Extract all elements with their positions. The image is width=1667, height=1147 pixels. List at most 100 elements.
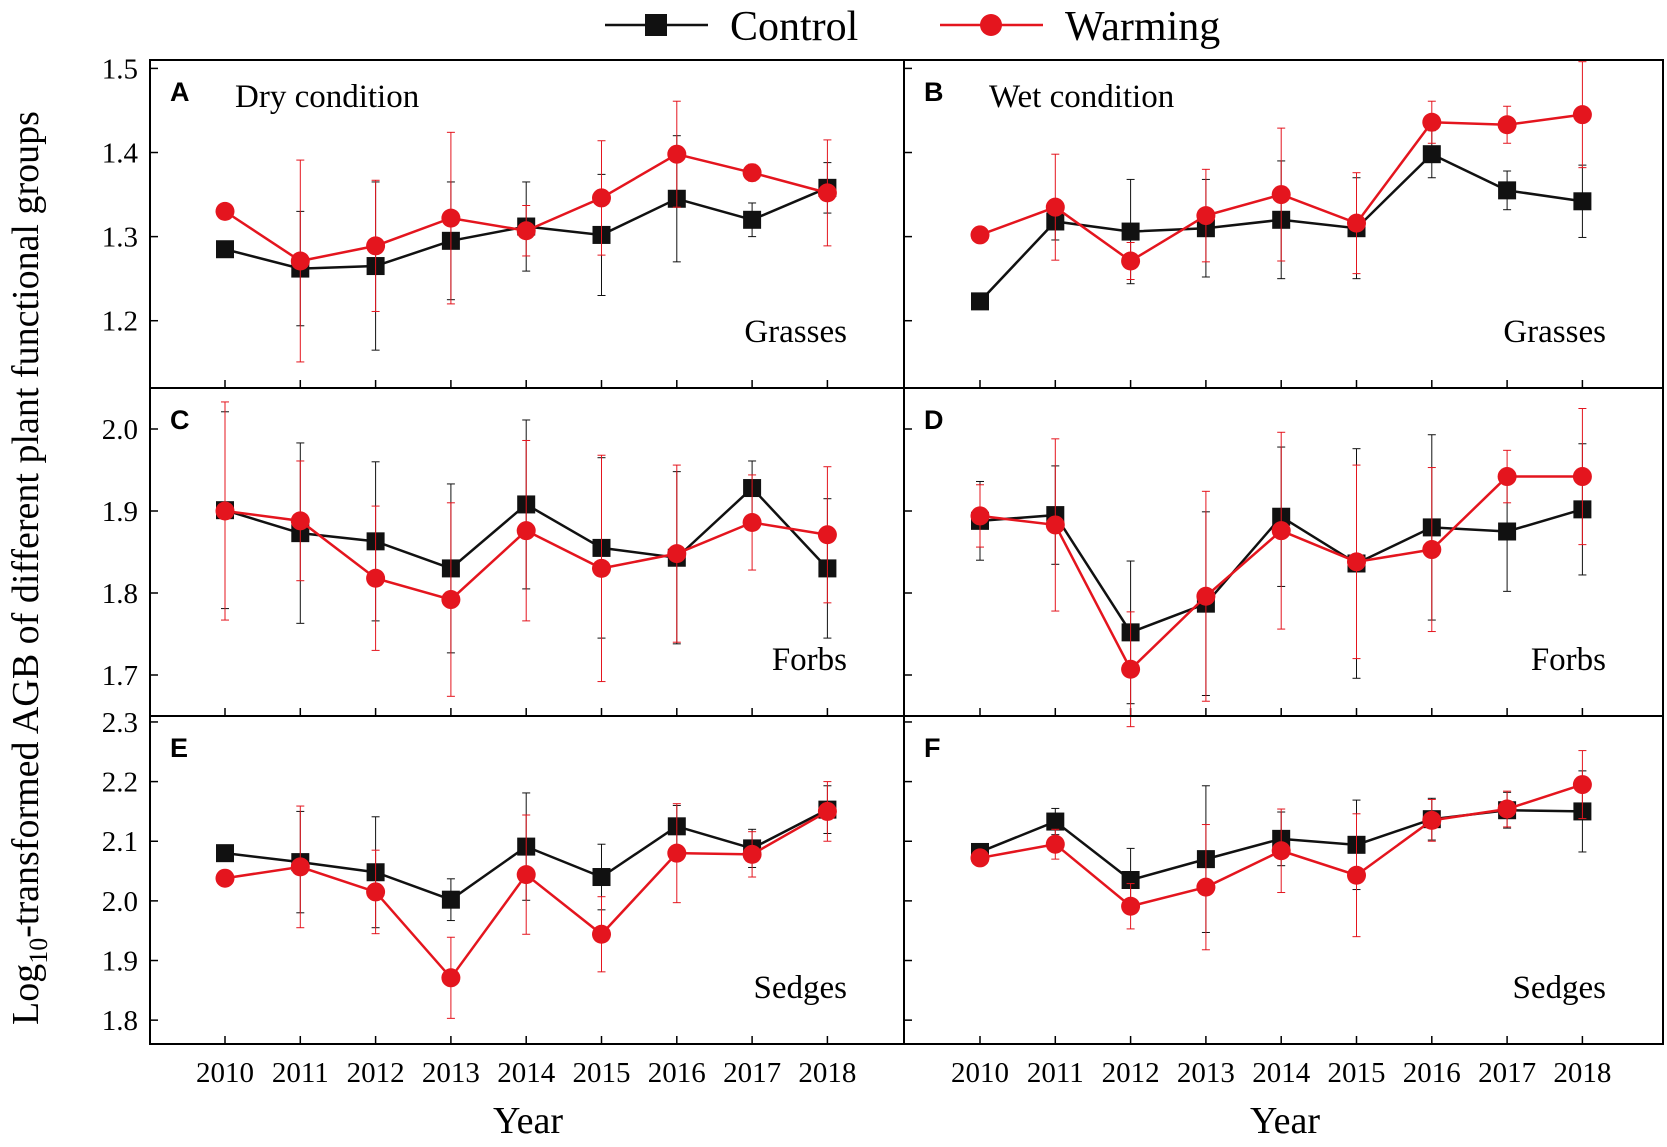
panel-e-ytick-label: 2.2: [102, 767, 138, 799]
data-point: [971, 292, 989, 311]
x-axis-title-left: Year: [493, 1100, 563, 1142]
panel-a-ytick-label: 1.5: [102, 53, 138, 85]
panel-f-xtick-label: 2013: [1177, 1057, 1235, 1089]
data-point: [215, 501, 235, 521]
data-point: [742, 512, 762, 532]
panel-f-xtick-label: 2018: [1553, 1057, 1611, 1089]
data-point: [1572, 775, 1592, 795]
data-point: [1498, 522, 1517, 541]
panel-e-xtick-label: 2017: [723, 1057, 781, 1089]
data-point: [742, 844, 762, 864]
data-point: [441, 890, 460, 909]
panel-e-group-label: Sedges: [754, 970, 848, 1006]
data-point: [516, 521, 536, 541]
y-axis-title: Log10-transformed AGB of different plant…: [5, 111, 53, 1025]
panel-e-ytick-label: 1.8: [102, 1005, 138, 1037]
panel-c-ytick-label: 2.0: [102, 414, 138, 446]
data-point: [516, 865, 536, 885]
data-point: [441, 968, 461, 988]
panel-c-ytick-label: 1.7: [102, 660, 138, 692]
data-point: [1347, 552, 1366, 572]
data-point: [1121, 222, 1140, 241]
panel-c-ytick-label: 1.9: [102, 496, 138, 528]
data-point: [216, 240, 234, 259]
data-point: [366, 236, 386, 256]
data-point: [1121, 659, 1141, 679]
panel-f-series-warming: [970, 750, 1592, 951]
data-point: [1572, 467, 1592, 487]
panel-e-ytick-label: 2.1: [102, 826, 138, 858]
panel-e-xtick-label: 2016: [648, 1057, 706, 1089]
panel-e: 1.8 1.9 2.0 2.1 2.2 2.3 2010 2011 2012 2013 2014 20…: [102, 707, 905, 1089]
data-point: [366, 568, 386, 588]
data-point: [592, 924, 611, 944]
panel-a-ytick-label: 1.3: [102, 222, 138, 254]
data-point: [1497, 115, 1517, 135]
x-axis-title-right: Year: [1250, 1100, 1320, 1142]
data-point: [667, 144, 687, 164]
panel-e-xtick-label: 2013: [422, 1057, 480, 1089]
data-point: [1271, 521, 1291, 541]
data-point: [216, 844, 234, 863]
data-point: [1045, 834, 1065, 854]
data-point: [817, 183, 837, 203]
panel-b: B Wet condition Grasses: [903, 59, 1664, 389]
panels: 1.2 1.3 1.4 1.5 A Dry condition Grasses B Wet co…: [102, 53, 1664, 1089]
data-point: [667, 544, 687, 564]
data-point: [592, 558, 611, 578]
legend-control-marker: [645, 14, 667, 36]
panel-f-group-label: Sedges: [1513, 970, 1607, 1006]
panel-f-xtick-label: 2014: [1252, 1057, 1311, 1089]
panel-c-series-warming: [215, 401, 837, 697]
panel-d-series-warming: [970, 408, 1592, 728]
data-point: [1497, 799, 1517, 819]
data-point: [592, 188, 611, 208]
data-point: [970, 225, 990, 245]
data-point: [1121, 871, 1140, 889]
panel-f-xtick-label: 2011: [1027, 1057, 1084, 1089]
panel-a-series-warming: [215, 100, 837, 363]
panel-f-xtick-label: 2010: [951, 1057, 1009, 1089]
panel-b-series-warming: [970, 61, 1592, 281]
data-point: [1121, 251, 1141, 271]
panel-b-condition: Wet condition: [989, 79, 1174, 115]
data-point: [1422, 810, 1442, 830]
data-point: [1196, 877, 1216, 897]
panel-e-ytick-label: 2.3: [102, 707, 138, 739]
panel-f-xtick-label: 2016: [1403, 1057, 1461, 1089]
legend-warming-marker: [980, 14, 1002, 36]
data-point: [742, 163, 762, 183]
data-point: [1347, 213, 1366, 233]
panel-d: D Forbs: [903, 387, 1664, 728]
panel-b-group-label: Grasses: [1503, 314, 1606, 350]
y-axis-title-suffix: -transformed AGB of different plant func…: [5, 111, 47, 938]
panel-f: 2010 2011 2012 2013 2014 2015 2016 2017 2018 F Sed…: [903, 715, 1664, 1089]
data-point: [743, 210, 762, 229]
panel-c: 1.7 1.8 1.9 2.0 C Forbs: [102, 387, 905, 717]
legend: Control Warming: [605, 4, 1220, 50]
data-point: [366, 882, 386, 902]
data-point: [1045, 515, 1065, 535]
data-point: [1498, 181, 1517, 200]
panel-e-ytick-label: 2.0: [102, 886, 138, 918]
data-point: [667, 843, 687, 863]
data-point: [592, 868, 611, 887]
data-point: [1121, 896, 1141, 916]
panel-e-xtick-label: 2010: [196, 1057, 254, 1089]
data-point: [1573, 192, 1592, 211]
panel-f-xtick-label: 2012: [1102, 1057, 1160, 1089]
data-point: [1196, 586, 1216, 606]
panel-b-letter: B: [924, 77, 944, 107]
data-point: [1271, 185, 1291, 205]
panel-a-group-label: Grasses: [744, 314, 847, 350]
legend-control-label: Control: [730, 4, 858, 50]
panel-d-letter: D: [924, 405, 944, 435]
data-point: [1497, 467, 1517, 487]
data-point: [1196, 206, 1216, 226]
panel-c-ytick-label: 1.8: [102, 578, 138, 610]
panel-c-group-label: Forbs: [772, 642, 847, 678]
y-axis-title-subscript: 10: [24, 938, 53, 964]
panel-a-ytick-label: 1.4: [102, 138, 139, 170]
panel-e-ytick-label: 1.9: [102, 946, 138, 978]
